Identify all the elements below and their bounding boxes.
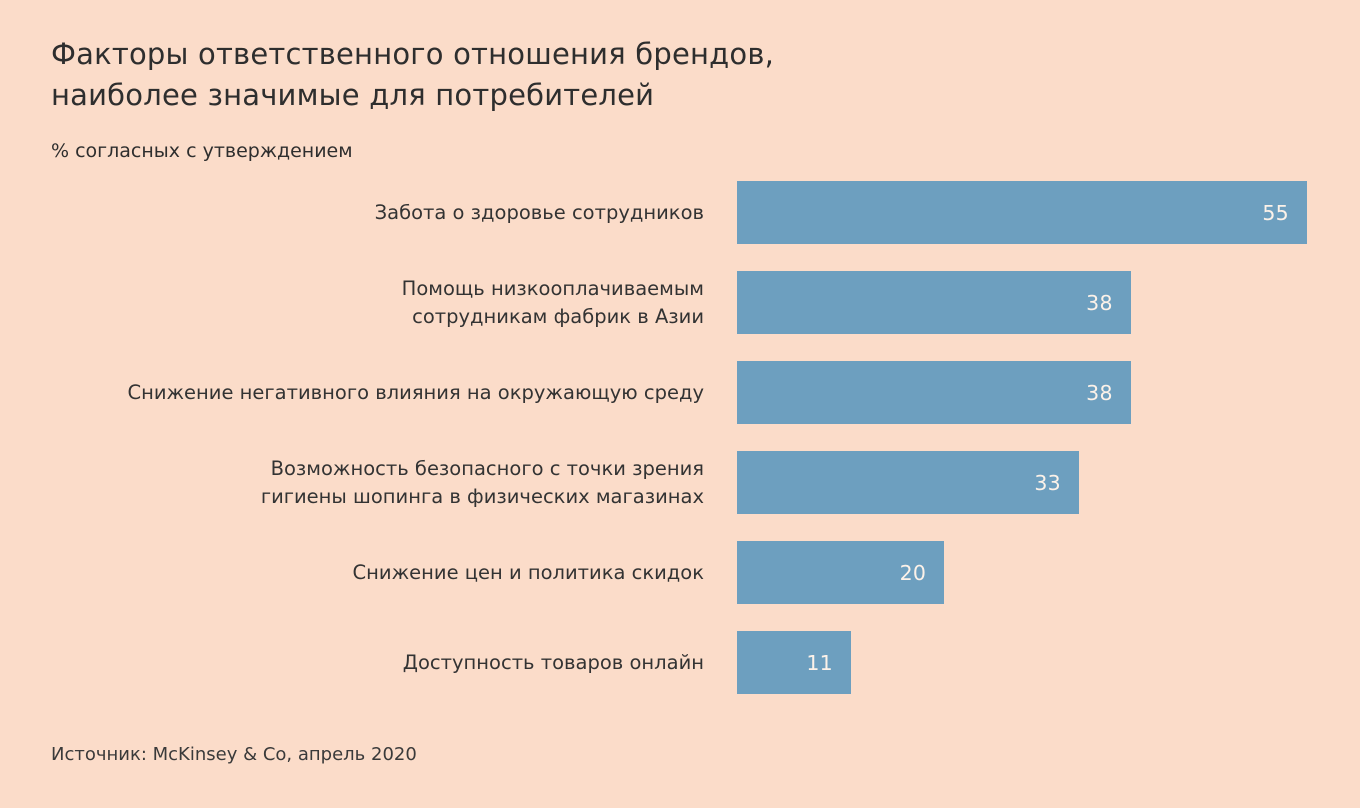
bar-row: Снижение цен и политика скидок 20 <box>51 541 1307 605</box>
value-label: 55 <box>1262 200 1289 225</box>
bar-track: 55 <box>737 181 1307 245</box>
bar-row: Возможность безопасного с точки зрения г… <box>51 451 1307 515</box>
bar-row: Доступность товаров онлайн 11 <box>51 631 1307 695</box>
bar: 38 <box>737 271 1131 335</box>
value-label: 20 <box>899 560 927 585</box>
bar-track: 11 <box>737 631 1307 695</box>
bar-track: 33 <box>737 451 1307 515</box>
category-label: Снижение цен и политика скидок <box>352 561 704 585</box>
bar-rows: Забота о здоровье сотрудников 55 Помощь ни… <box>51 181 1307 695</box>
value-label: 33 <box>1034 470 1061 495</box>
bar-track: 38 <box>737 361 1307 425</box>
category-label: Помощь низкооплачиваемым сотрудникам фаб… <box>401 277 704 328</box>
value-label: 11 <box>806 650 833 675</box>
category-label: Снижение негативного влияния на окружающ… <box>127 381 704 405</box>
chart-title: Факторы ответственного отношения брендов… <box>51 37 775 112</box>
bar-row: Снижение негативного влияния на окружающ… <box>51 361 1307 425</box>
bar-track: 20 <box>737 541 1307 605</box>
bar: 20 <box>737 541 945 605</box>
bar-row: Помощь низкооплачиваемым сотрудникам фаб… <box>51 271 1307 335</box>
bar-row: Забота о здоровье сотрудников 55 <box>51 181 1307 245</box>
chart-subtitle: % согласных с утверждением <box>51 140 353 163</box>
bar: 38 <box>737 361 1131 425</box>
value-label: 38 <box>1086 380 1113 405</box>
category-label: Доступность товаров онлайн <box>402 651 704 675</box>
bar: 11 <box>737 631 851 695</box>
value-label: 38 <box>1086 290 1113 315</box>
category-label: Забота о здоровье сотрудников <box>374 201 704 225</box>
bar: 55 <box>737 181 1307 245</box>
source-note: Источник: McKinsey & Co, апрель 2020 <box>51 744 417 766</box>
category-label: Возможность безопасного с точки зрения г… <box>260 457 704 508</box>
bar-track: 38 <box>737 271 1307 335</box>
bar: 33 <box>737 451 1079 515</box>
